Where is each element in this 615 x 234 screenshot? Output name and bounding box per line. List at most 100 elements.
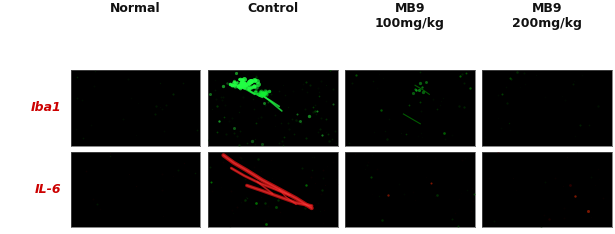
Point bbox=[587, 215, 597, 219]
Point bbox=[260, 89, 269, 93]
Point bbox=[240, 177, 250, 181]
Point bbox=[237, 84, 247, 88]
Point bbox=[78, 136, 88, 140]
Point bbox=[467, 186, 477, 190]
Point bbox=[457, 158, 467, 161]
Point bbox=[235, 155, 245, 159]
Point bbox=[229, 84, 239, 88]
Point bbox=[232, 70, 242, 74]
Point bbox=[236, 80, 246, 84]
Point bbox=[218, 95, 228, 99]
Point bbox=[256, 93, 266, 97]
Point bbox=[310, 181, 320, 185]
Point bbox=[505, 128, 515, 131]
Point bbox=[284, 220, 294, 224]
Point bbox=[270, 113, 280, 117]
Text: Normal: Normal bbox=[110, 2, 161, 15]
Point bbox=[459, 106, 469, 109]
Point bbox=[251, 85, 261, 88]
Text: MB9
100mg/kg: MB9 100mg/kg bbox=[375, 2, 445, 30]
Point bbox=[247, 85, 256, 89]
Point bbox=[504, 121, 514, 125]
Point bbox=[308, 155, 317, 159]
Point bbox=[399, 192, 409, 196]
Point bbox=[584, 123, 594, 127]
Point bbox=[225, 225, 235, 228]
Point bbox=[250, 89, 260, 93]
Point bbox=[447, 133, 457, 136]
Point bbox=[212, 130, 222, 134]
Point bbox=[396, 131, 406, 134]
Point bbox=[234, 84, 244, 88]
Point bbox=[248, 97, 258, 101]
Point bbox=[155, 105, 165, 108]
Point bbox=[234, 144, 244, 147]
Point bbox=[430, 156, 440, 160]
Point bbox=[322, 164, 332, 168]
Point bbox=[240, 198, 250, 202]
Point bbox=[228, 211, 238, 215]
Point bbox=[274, 142, 284, 145]
Point bbox=[284, 122, 293, 125]
Point bbox=[321, 117, 331, 121]
Point bbox=[402, 132, 411, 135]
Point bbox=[505, 77, 515, 80]
Point bbox=[238, 82, 248, 86]
Point bbox=[559, 207, 569, 210]
Point bbox=[359, 152, 369, 156]
Point bbox=[408, 91, 418, 95]
Point bbox=[316, 80, 326, 83]
Point bbox=[275, 211, 285, 214]
Point bbox=[571, 150, 581, 154]
Point bbox=[252, 80, 261, 83]
Point bbox=[217, 99, 227, 102]
Point bbox=[237, 83, 247, 87]
Point bbox=[421, 176, 431, 179]
Point bbox=[297, 88, 307, 91]
Point bbox=[297, 166, 307, 170]
Point bbox=[255, 90, 265, 94]
Point bbox=[87, 123, 97, 127]
Point bbox=[415, 100, 424, 104]
Text: MB9
200mg/kg: MB9 200mg/kg bbox=[512, 2, 582, 30]
Point bbox=[239, 82, 248, 86]
Point bbox=[306, 175, 315, 179]
Point bbox=[242, 141, 252, 145]
Point bbox=[558, 185, 568, 188]
Point bbox=[432, 193, 442, 197]
Point bbox=[247, 140, 257, 143]
Point bbox=[497, 92, 507, 96]
Point bbox=[72, 76, 82, 79]
Point bbox=[236, 82, 245, 85]
Point bbox=[226, 223, 236, 227]
Point bbox=[465, 87, 475, 90]
Point bbox=[216, 95, 226, 99]
Point bbox=[205, 180, 215, 184]
Point bbox=[158, 215, 168, 218]
Point bbox=[234, 84, 244, 88]
Point bbox=[237, 78, 247, 82]
Point bbox=[251, 75, 261, 78]
Point bbox=[90, 69, 100, 73]
Point bbox=[367, 192, 377, 195]
Point bbox=[157, 107, 167, 111]
Point bbox=[95, 207, 105, 211]
Point bbox=[368, 79, 378, 83]
Point bbox=[229, 80, 239, 83]
Point bbox=[506, 77, 516, 81]
Point bbox=[462, 188, 472, 191]
Point bbox=[436, 99, 446, 102]
Point bbox=[258, 93, 268, 97]
Point bbox=[245, 80, 255, 84]
Point bbox=[258, 142, 268, 146]
Point bbox=[236, 201, 245, 204]
Point bbox=[73, 96, 82, 99]
Point bbox=[293, 120, 303, 123]
Point bbox=[598, 196, 608, 200]
Point bbox=[362, 163, 372, 166]
Point bbox=[520, 82, 530, 86]
Point bbox=[311, 112, 321, 115]
Point bbox=[259, 92, 269, 95]
Point bbox=[490, 219, 499, 223]
Point bbox=[416, 135, 426, 139]
